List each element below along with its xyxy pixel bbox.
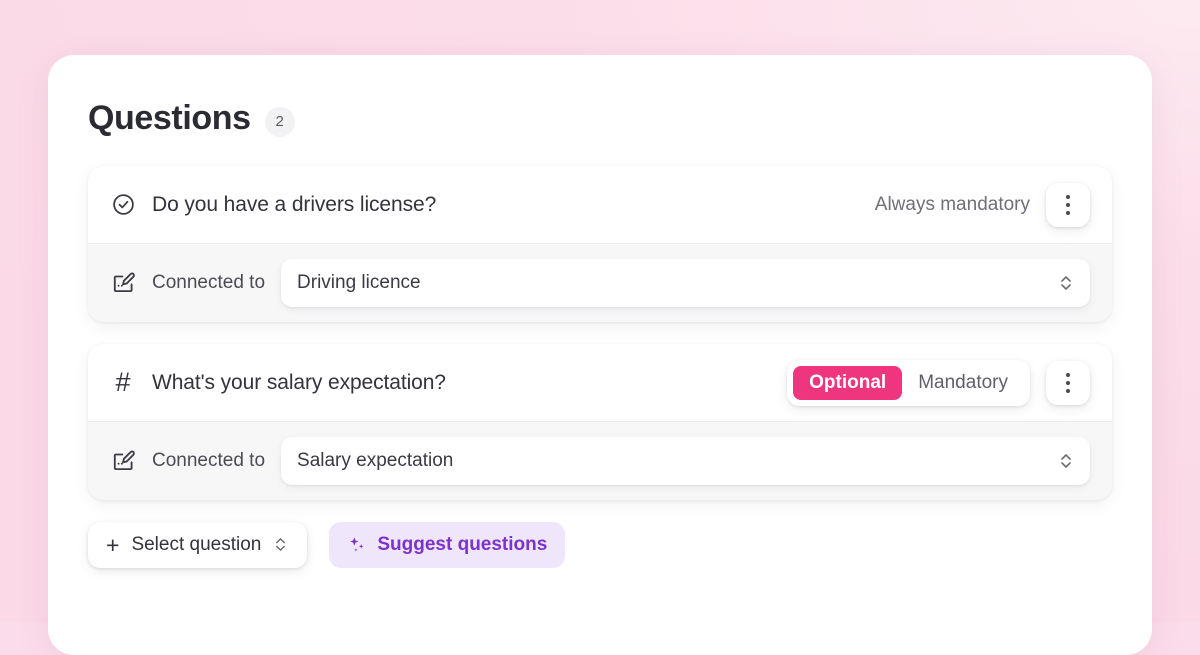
footer-actions: + Select question Suggest — [88, 522, 1112, 568]
segment-mandatory[interactable]: Mandatory — [918, 371, 1008, 393]
connected-field-value: Driving licence — [297, 272, 421, 293]
chevron-up-down-icon — [273, 534, 289, 556]
question-card: Do you have a drivers license? Always ma… — [88, 166, 1112, 322]
question-card: # What's your salary expectation? Option… — [88, 344, 1112, 500]
question-count-badge: 2 — [264, 106, 295, 137]
connected-to-label: Connected to — [152, 450, 266, 471]
sparkle-icon — [347, 535, 367, 555]
segment-optional[interactable]: Optional — [793, 365, 903, 400]
always-mandatory-label: Always mandatory — [874, 193, 1030, 215]
page-header: Questions 2 — [88, 55, 1112, 144]
connected-to-label: Connected to — [152, 272, 266, 293]
question-text: What's your salary expectation? — [152, 370, 446, 394]
page-title: Questions — [88, 99, 251, 137]
connected-field-select[interactable]: Salary expectation — [281, 437, 1090, 485]
check-circle-icon — [110, 192, 136, 218]
form-edit-icon — [110, 269, 138, 297]
plus-icon: + — [106, 531, 120, 558]
suggest-questions-button[interactable]: Suggest questions — [329, 522, 566, 568]
chevron-up-down-icon — [1058, 450, 1074, 472]
select-question-label: Select question — [131, 534, 262, 555]
question-text: Do you have a drivers license? — [152, 192, 437, 216]
connected-field-value: Salary expectation — [297, 450, 454, 471]
select-question-button[interactable]: + Select question — [88, 522, 308, 568]
kebab-menu-icon[interactable] — [1046, 360, 1090, 405]
question-header-row: Do you have a drivers license? Always ma… — [88, 166, 1112, 244]
suggest-questions-label: Suggest questions — [377, 534, 548, 555]
connected-row: Connected to Salary expectation — [88, 422, 1112, 500]
form-edit-icon — [110, 447, 138, 475]
requirement-segmented-control: Optional Mandatory — [787, 359, 1030, 406]
questions-panel: Questions 2 Do you have a drivers licens… — [48, 55, 1152, 655]
kebab-menu-icon[interactable] — [1046, 182, 1090, 227]
question-header-row: # What's your salary expectation? Option… — [88, 344, 1112, 422]
connected-field-select[interactable]: Driving licence — [281, 259, 1090, 307]
hash-glyph: # — [115, 367, 131, 397]
chevron-up-down-icon — [1058, 272, 1074, 294]
connected-row: Connected to Driving licence — [88, 244, 1112, 322]
hash-icon: # — [110, 367, 136, 397]
